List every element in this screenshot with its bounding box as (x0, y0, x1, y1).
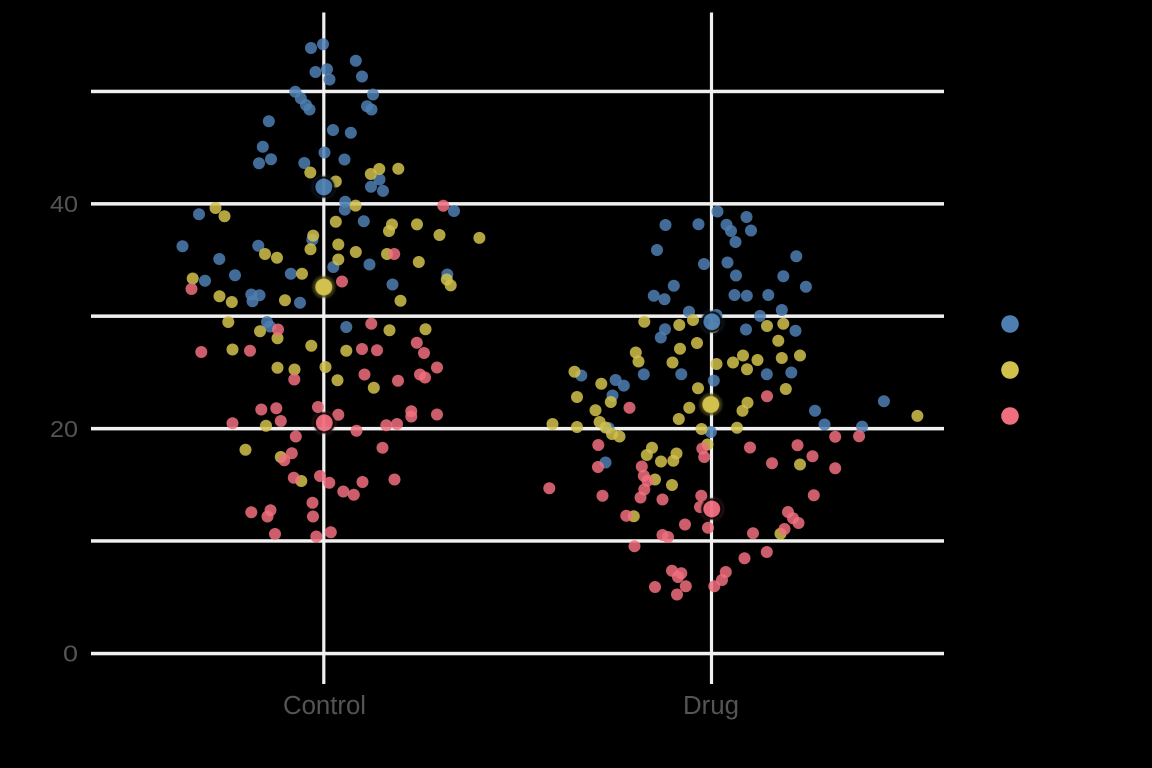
svg-text:Control: Control (283, 692, 366, 720)
svg-text:0: 0 (63, 641, 78, 667)
svg-text:40: 40 (50, 191, 78, 217)
svg-text:20: 20 (50, 416, 78, 442)
svg-text:Drug: Drug (683, 692, 739, 720)
